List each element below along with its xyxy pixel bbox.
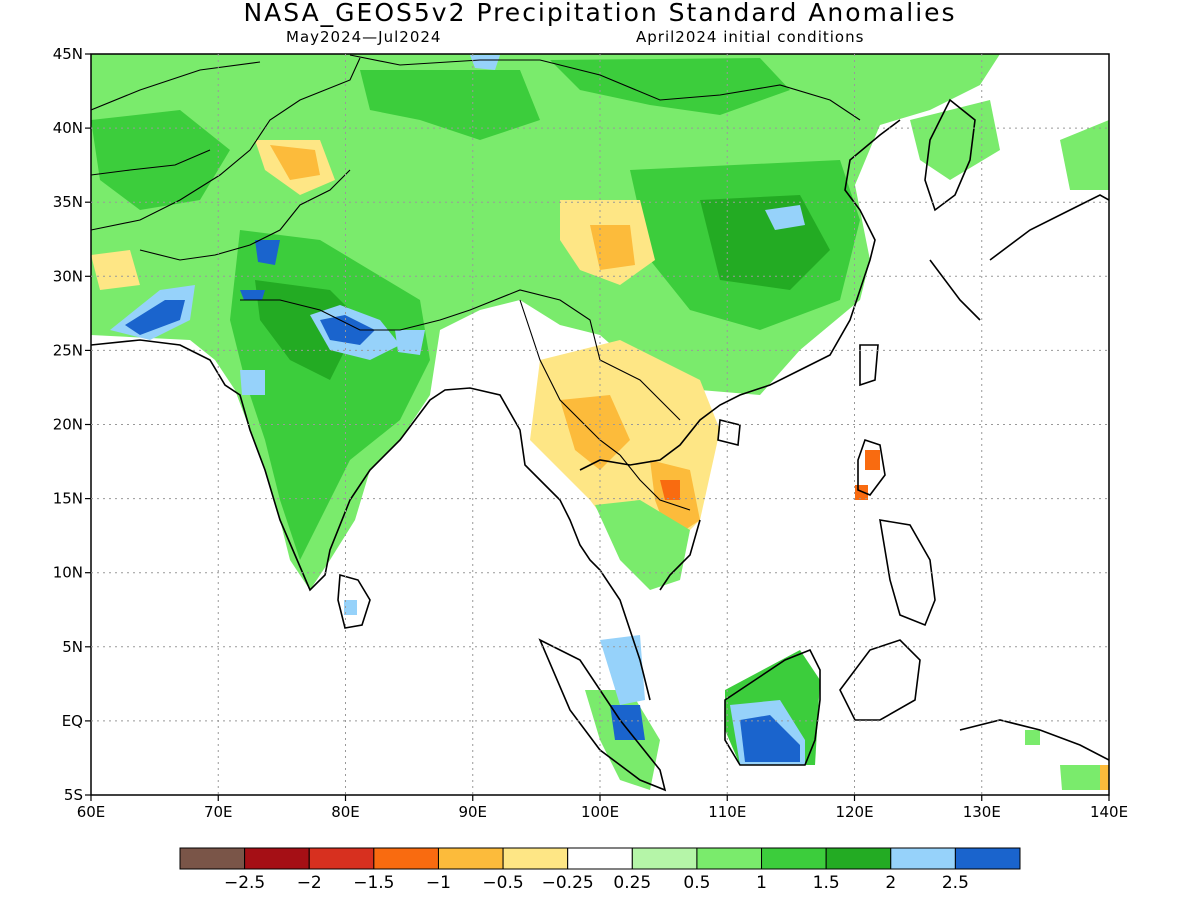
lat-label: 10N — [53, 564, 83, 582]
colorbar-swatch — [825, 847, 892, 870]
colorbar-label: 1.5 — [813, 873, 840, 893]
colorbar-label: −0.25 — [542, 873, 594, 893]
colorbar-label: −0.5 — [482, 873, 523, 893]
lat-label: 20N — [53, 416, 83, 434]
lat-label: 30N — [53, 267, 83, 285]
colorbar-label: 0.25 — [613, 873, 651, 893]
lat-label: 45N — [53, 45, 83, 63]
longitude-labels: 60E 70E 80E 90E 100E 110E 120E 130E 140E — [77, 803, 1128, 821]
colorbar-label: −1.5 — [353, 873, 394, 893]
lat-label: 15N — [53, 490, 83, 508]
colorbar-label: 2 — [885, 873, 896, 893]
lat-label: EQ — [62, 712, 83, 730]
lon-label: 90E — [458, 803, 487, 821]
lon-label: 60E — [77, 803, 106, 821]
colorbar-swatch — [696, 847, 763, 870]
colorbar-label: 0.5 — [683, 873, 710, 893]
lat-label: 40N — [53, 119, 83, 137]
lon-label: 70E — [204, 803, 233, 821]
colorbar-swatch — [244, 847, 310, 870]
colorbar-label: −1 — [426, 873, 451, 893]
colorbar-swatch — [502, 847, 569, 870]
colorbar-swatch — [179, 847, 246, 870]
country-borders — [91, 54, 861, 511]
lon-label: 130E — [963, 803, 1001, 821]
colorbar-swatch — [631, 847, 698, 870]
lat-label: 5S — [64, 786, 83, 804]
colorbar-label: 1 — [756, 873, 767, 893]
colorbar-swatch — [308, 847, 375, 870]
colorbar-swatch — [761, 847, 827, 870]
forecast-period: May2024—Jul2024 — [286, 28, 442, 46]
colorbar-label: −2 — [297, 873, 322, 893]
colorbar-swatch — [567, 847, 633, 870]
lon-label: 140E — [1090, 803, 1128, 821]
lon-label: 80E — [331, 803, 360, 821]
lon-label: 120E — [835, 803, 873, 821]
initial-conditions: April2024 initial conditions — [636, 28, 865, 46]
colorbar-swatch — [437, 847, 504, 870]
anomaly-shading — [91, 54, 1109, 790]
colorbar-swatch — [954, 847, 1021, 870]
colorbar-labels: −2.5 −2 −1.5 −1 −0.5 −0.25 0.25 0.5 1 1.5 2 2.5 — [224, 873, 969, 893]
lat-label: 25N — [53, 341, 83, 359]
latitude-labels: 45N 40N 35N 30N 25N 20N 15N 10N 5N EQ 5S — [53, 45, 83, 804]
map-title: NASA_GEOS5v2 Precipitation Standard Anom… — [243, 0, 957, 27]
colorbar-label: 2.5 — [942, 873, 969, 893]
coastlines — [91, 98, 1109, 792]
colorbar-label: −2.5 — [224, 873, 265, 893]
lon-label: 110E — [708, 803, 746, 821]
lat-label: 5N — [62, 638, 83, 656]
colorbar-swatch — [373, 847, 439, 870]
colorbar-swatch — [890, 847, 956, 870]
lat-label: 35N — [53, 193, 83, 211]
colorbar — [179, 847, 1021, 870]
lon-label: 100E — [581, 803, 619, 821]
gridlines — [85, 53, 1110, 801]
